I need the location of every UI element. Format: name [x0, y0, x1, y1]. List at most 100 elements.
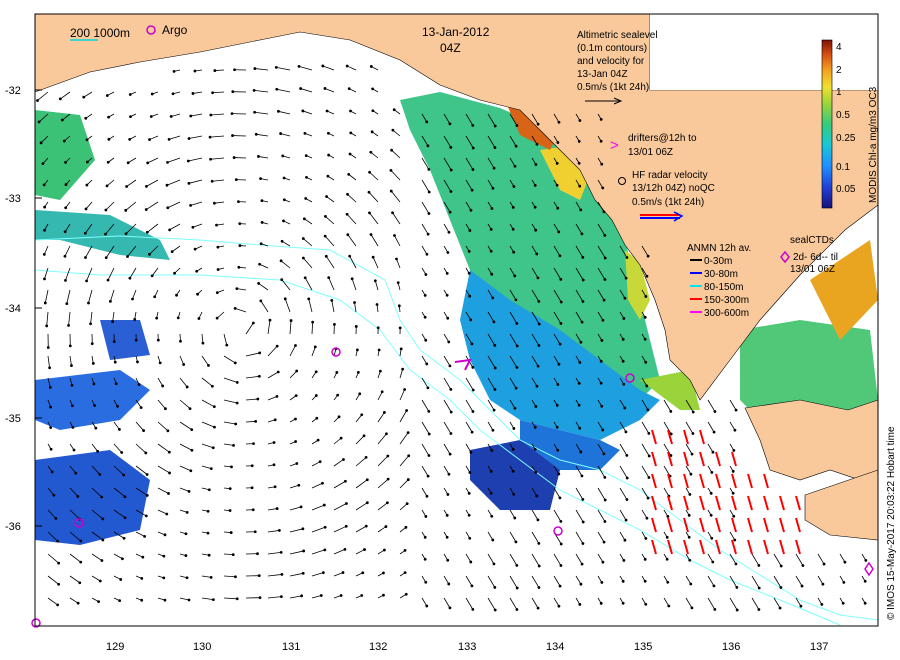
velocity-arrow-head: [212, 405, 216, 409]
velocity-arrow-head: [492, 408, 496, 412]
velocity-arrow-head: [385, 501, 389, 505]
velocity-arrow: [235, 307, 247, 313]
chl-cape-green: [640, 370, 700, 410]
velocity-arrow-head: [493, 343, 497, 347]
argo-float[interactable]: [331, 347, 341, 357]
velocity-arrow-head: [491, 428, 495, 432]
velocity-arrow-head: [469, 560, 473, 564]
velocity-arrow-head: [371, 109, 375, 113]
velocity-arrow-head: [123, 495, 127, 499]
anmn-arrow: [715, 495, 721, 511]
velocity-arrow-head: [493, 366, 497, 370]
velocity-arrow-head: [557, 120, 561, 124]
hf-radar-arrowhead: [673, 211, 684, 222]
velocity-arrow-head: [643, 337, 647, 341]
velocity-arrow: [214, 201, 225, 204]
velocity-arrow: [531, 355, 539, 367]
velocity-arrow-head: [235, 597, 239, 601]
velocity-arrow: [151, 267, 159, 276]
argo-float[interactable]: [553, 526, 563, 536]
velocity-arrow-head: [234, 575, 237, 579]
velocity-arrow-head: [125, 185, 129, 188]
argo-float[interactable]: [74, 518, 84, 528]
anmn-arrow: [795, 517, 801, 533]
velocity-arrow: [113, 443, 122, 453]
velocity-arrow-head: [100, 559, 104, 562]
velocity-arrow: [284, 298, 291, 313]
velocity-arrow-head: [559, 519, 563, 523]
velocity-arrow-head: [52, 493, 56, 497]
seal-ctd-marker[interactable]: [864, 561, 874, 577]
velocity-arrow: [443, 201, 451, 213]
velocity-arrow-head: [92, 382, 96, 386]
velocity-arrow: [289, 595, 302, 599]
velocity-arrow-head: [72, 448, 76, 452]
velocity-arrow-head: [57, 561, 61, 565]
velocity-arrow-head: [275, 395, 279, 398]
velocity-arrow: [509, 597, 518, 610]
velocity-arrow: [324, 88, 335, 93]
velocity-arrow-head: [407, 454, 411, 458]
velocity-arrow: [597, 465, 606, 478]
velocity-arrow: [377, 502, 388, 511]
velocity-arrow-head: [536, 122, 540, 126]
velocity-arrow: [300, 88, 313, 93]
anmn-item-label: 30-80m: [704, 269, 738, 280]
anmn-arrow: [731, 451, 737, 467]
velocity-arrow: [597, 509, 606, 522]
argo-float[interactable]: [31, 618, 41, 628]
velocity-arrow-head: [600, 162, 604, 166]
velocity-arrow-head: [601, 186, 605, 190]
velocity-arrow-head: [427, 190, 431, 194]
velocity-arrow-head: [687, 535, 691, 539]
velocity-arrow: [90, 311, 93, 324]
velocity-arrow: [267, 371, 279, 379]
velocity-arrow-head: [623, 406, 627, 410]
velocity-arrow-head: [558, 254, 562, 258]
velocity-arrow-head: [406, 478, 410, 481]
velocity-arrow: [179, 421, 192, 430]
velocity-arrow: [91, 553, 103, 561]
velocity-arrow: [685, 421, 694, 434]
velocity-arrow-head: [42, 183, 46, 187]
velocity-arrow-head: [645, 384, 649, 388]
velocity-arrow-head: [599, 359, 603, 363]
mainland-australia: [34, 13, 879, 401]
velocity-arrow-head: [471, 146, 475, 150]
velocity-arrow: [135, 509, 147, 517]
velocity-arrow-head: [490, 272, 494, 276]
velocity-arrow: [641, 421, 650, 434]
anmn-title: ANMN 12h av.: [687, 243, 751, 254]
anmn-arrow: [779, 495, 785, 511]
velocity-arrow: [328, 277, 335, 291]
velocity-arrow: [421, 157, 430, 170]
velocity-arrow-head: [167, 492, 170, 495]
velocity-arrow: [575, 223, 583, 235]
velocity-arrow-head: [447, 582, 451, 586]
anmn-arrow: [715, 473, 721, 489]
velocity-arrow-head: [251, 508, 255, 512]
velocity-arrow: [223, 597, 238, 600]
velocity-arrow-head: [623, 538, 627, 542]
velocity-arrow: [487, 575, 496, 588]
velocity-arrow-head: [170, 250, 174, 254]
velocity-arrow: [685, 443, 693, 455]
velocity-arrow: [487, 421, 494, 431]
velocity-arrow-head: [144, 451, 148, 455]
velocity-arrow-head: [490, 207, 494, 210]
velocity-arrow: [289, 320, 292, 335]
velocity-arrow-head: [515, 321, 519, 325]
velocity-arrow: [421, 399, 430, 412]
velocity-arrow-head: [734, 408, 738, 412]
contour-200m: [34, 235, 879, 621]
velocity-arrow-head: [644, 537, 648, 540]
argo-float[interactable]: [625, 373, 635, 383]
velocity-arrow-head: [386, 454, 390, 458]
velocity-arrow-head: [215, 223, 218, 227]
velocity-arrow: [575, 333, 582, 343]
velocity-arrow: [355, 479, 368, 489]
velocity-arrow-head: [136, 360, 139, 364]
velocity-arrow: [333, 480, 346, 489]
velocity-arrow: [289, 550, 304, 555]
